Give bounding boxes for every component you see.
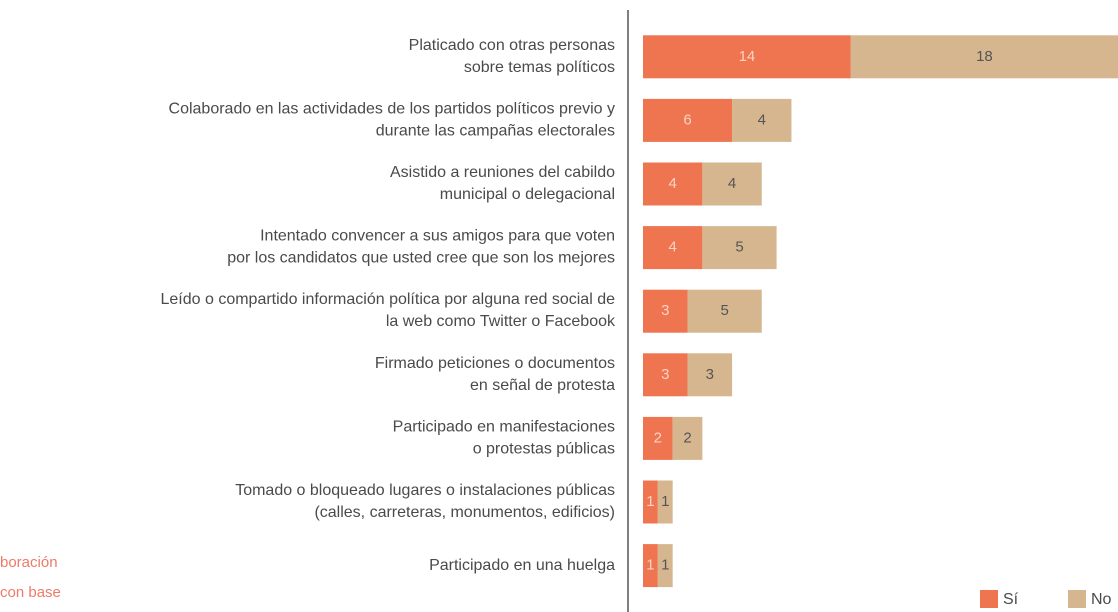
value-label: 1	[661, 557, 669, 574]
legend-label: Sí	[1003, 591, 1019, 608]
bar-segment	[643, 353, 688, 397]
value-label: 3	[661, 302, 669, 319]
legend-swatch	[1068, 590, 1086, 608]
value-label: 6	[683, 111, 691, 128]
value-label: 4	[669, 239, 677, 256]
value-label: 5	[735, 239, 743, 256]
bar-segment	[657, 544, 673, 588]
bar-segment	[643, 35, 851, 79]
bar-segment	[643, 98, 733, 142]
value-label: 3	[706, 366, 714, 383]
bar-segment	[643, 544, 658, 588]
legend-swatch	[980, 590, 998, 608]
bar-segment	[643, 226, 703, 270]
bar-segment	[702, 226, 777, 270]
value-label: 18	[976, 48, 993, 65]
category-label: Platicado con otras personas sobre temas …	[409, 37, 615, 76]
source-note: boración	[0, 554, 58, 571]
value-label: 1	[646, 557, 654, 574]
category-label: Asistido a reuniones del cabildo municipa…	[390, 164, 615, 203]
value-label: 1	[646, 493, 654, 510]
bar-segment	[732, 98, 792, 142]
category-label: Colaborado en las actividades de los par…	[169, 101, 615, 140]
category-label: Intentado convencer a sus amigos para qu…	[227, 228, 615, 267]
bar-segment	[643, 480, 658, 524]
category-label: Leído o compartido información política …	[161, 291, 616, 330]
source-note: con base	[0, 584, 61, 601]
bar-segment	[643, 289, 688, 333]
bar-segment	[657, 480, 673, 524]
value-label: 14	[739, 48, 756, 65]
bar-segment	[643, 162, 703, 206]
legend-label: No	[1091, 591, 1112, 608]
value-label: 2	[654, 429, 662, 446]
category-label: Participado en manifestaciones o protesta…	[393, 419, 615, 458]
value-label: 4	[728, 175, 736, 192]
value-label: 4	[669, 175, 677, 192]
bar-segment	[850, 35, 1118, 79]
value-label: 2	[683, 429, 691, 446]
value-label: 1	[661, 493, 669, 510]
bar-segment	[702, 162, 762, 206]
category-label: Firmado peticiones o documentos en señal …	[375, 355, 615, 394]
bar-segment	[643, 416, 673, 460]
value-label: 5	[720, 302, 728, 319]
bar-segment	[687, 353, 733, 397]
value-label: 3	[661, 366, 669, 383]
bar-segment	[672, 416, 703, 460]
category-label: Tomado o bloqueado lugares o instalacion…	[235, 482, 615, 521]
category-label: Participado en una huelga	[429, 557, 615, 574]
value-label: 4	[758, 111, 766, 128]
bar-segment	[687, 289, 762, 333]
